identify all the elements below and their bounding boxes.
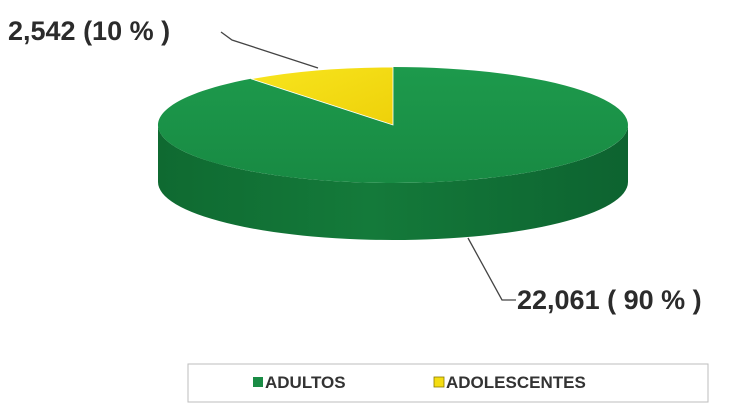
- leader-line-adultos: [467, 237, 516, 301]
- leader-line-adolescentes: [220, 31, 319, 69]
- data-label-adolescentes: 2,542 (10 % ): [8, 16, 170, 46]
- pie-slice-adolescentes: [250, 66, 394, 126]
- legend: ADULTOS ADOLESCENTES: [187, 363, 709, 403]
- legend-swatch-adultos: [253, 377, 263, 387]
- legend-label-adultos: ADULTOS: [265, 373, 346, 392]
- legend-label-adolescentes: ADOLESCENTES: [446, 373, 586, 392]
- legend-swatch-adolescentes: [433, 376, 445, 388]
- data-label-adultos: 22,061 ( 90 % ): [517, 285, 702, 315]
- pie-side-wall: [158, 125, 628, 240]
- legend-box: [187, 363, 709, 403]
